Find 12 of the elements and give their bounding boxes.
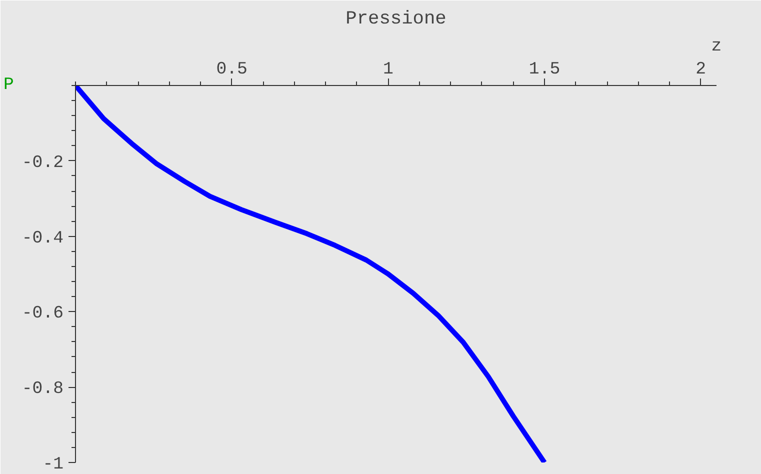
chart-title: Pressione	[346, 8, 446, 30]
y-tick-label: -0.2	[22, 154, 64, 173]
x-axis-title: z	[711, 38, 722, 56]
y-axis-title: P	[4, 76, 14, 95]
x-tick-label: 0.5	[216, 60, 248, 80]
y-tick-label: -0.6	[22, 304, 64, 324]
y-tick-label: -0.4	[22, 229, 64, 248]
x-tick-label: 1.5	[528, 60, 560, 80]
x-tick-label: 1	[382, 60, 394, 80]
x-tick-label: 2	[696, 60, 706, 80]
y-tick-label: -0.8	[22, 380, 64, 400]
y-tick-label: -1	[42, 456, 64, 474]
